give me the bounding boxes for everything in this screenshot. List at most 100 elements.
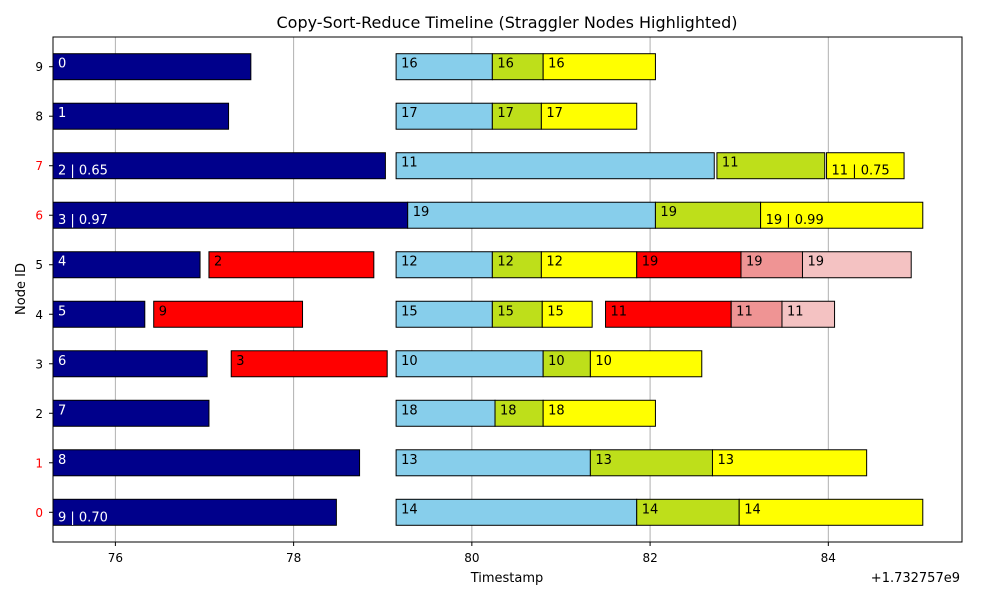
bar-label: 14 [401, 502, 418, 517]
bar-copy [52, 102, 230, 130]
bar-label: 9 [159, 304, 167, 319]
bar-sort [395, 399, 496, 427]
bar-label: 16 [548, 57, 565, 72]
bar-label: 19 [807, 255, 824, 270]
bar-label: 15 [497, 304, 514, 319]
bar-sort [395, 498, 638, 526]
bar-label: 1 [58, 106, 66, 121]
y-tick-label: 6 [35, 209, 43, 223]
bar-label: 18 [500, 403, 517, 418]
x-tick-label: 82 [642, 551, 657, 565]
bar-reduce2 [826, 152, 905, 180]
bar-label: 19 [642, 255, 659, 270]
bar-label: 9 | 0.70 [58, 510, 108, 525]
chart-title: Copy-Sort-Reduce Timeline (Straggler Nod… [276, 13, 737, 32]
bars [52, 53, 924, 526]
bar-label: 19 [746, 255, 763, 270]
bar-reduce2 [541, 300, 593, 328]
bar-straggler_copy [153, 300, 304, 328]
x-tick-label: 76 [108, 551, 123, 565]
bar-extra_red [605, 300, 732, 328]
bar-label: 11 [722, 156, 739, 171]
bar-sort [395, 152, 715, 180]
bar-label: 2 | 0.65 [58, 164, 108, 179]
bar-copy [52, 53, 252, 81]
y-tick-label: 1 [35, 456, 43, 470]
y-axis-label: Node ID [14, 263, 29, 315]
bar-sort [395, 449, 591, 477]
bar-extra_pink [781, 300, 836, 328]
y-tick-label: 2 [35, 407, 43, 421]
y-tick-label: 5 [35, 258, 43, 272]
bar-copy [52, 152, 386, 180]
bar-label: 6 [58, 354, 66, 369]
bar-extra_rose [730, 300, 783, 328]
bar-copy [52, 350, 208, 378]
bar-extra_rose [740, 251, 803, 279]
bar-label: 15 [401, 304, 418, 319]
bar-label: 7 [58, 403, 66, 418]
bar-label: 12 [546, 255, 563, 270]
bar-label: 10 [548, 354, 565, 369]
bar-reduce1 [491, 102, 542, 130]
x-tick-label: 80 [464, 551, 479, 565]
bar-label: 3 [236, 354, 244, 369]
bar-sort [395, 300, 493, 328]
bar-label: 12 [497, 255, 514, 270]
bar-copy [52, 201, 409, 229]
bar-label: 11 [401, 156, 418, 171]
bar-label: 10 [595, 354, 612, 369]
bar-reduce2 [542, 399, 656, 427]
bar-copy [52, 251, 201, 279]
bar-reduce2 [589, 350, 703, 378]
bar-reduce2 [540, 102, 638, 130]
bar-sort [395, 53, 493, 81]
bar-label: 16 [497, 57, 514, 72]
bar-copy [52, 399, 210, 427]
bar-copy [52, 449, 361, 477]
bar-reduce2 [711, 449, 868, 477]
bar-label: 14 [744, 502, 761, 517]
bar-copy [52, 498, 337, 526]
bar-reduce1 [494, 399, 544, 427]
bar-sort [395, 251, 493, 279]
bar-label: 17 [401, 106, 418, 121]
bar-label: 11 [736, 304, 753, 319]
bar-label: 8 [58, 453, 66, 468]
bar-label: 3 | 0.97 [58, 213, 108, 228]
bar-label: 19 [660, 205, 677, 220]
y-tick-label: 8 [35, 110, 43, 124]
bar-reduce2 [542, 53, 656, 81]
bar-reduce2 [760, 201, 924, 229]
bar-label: 17 [497, 106, 514, 121]
bar-label: 4 [58, 255, 66, 270]
bar-reduce1 [654, 201, 762, 229]
bar-label: 5 [58, 304, 66, 319]
bar-label: 10 [401, 354, 418, 369]
bar-sort [395, 350, 544, 378]
bar-label: 16 [401, 57, 418, 72]
bar-label: 14 [642, 502, 659, 517]
y-axis-ticks: 0 1 2 3 4 5 6 7 8 9 [35, 60, 53, 520]
plot-frame [52, 36, 963, 543]
x-tick-label: 78 [286, 551, 301, 565]
bar-label: 11 | 0.75 [832, 164, 890, 179]
bar-label: 11 [611, 304, 628, 319]
bar-label: 0 [58, 57, 66, 72]
bar-label: 18 [401, 403, 418, 418]
bar-copy [52, 300, 146, 328]
bar-extra_pink [801, 251, 912, 279]
bar-straggler_copy [230, 350, 388, 378]
bar-reduce1 [491, 300, 543, 328]
y-tick-label: 3 [35, 357, 43, 371]
bar-label: 15 [547, 304, 564, 319]
bar-label: 12 [401, 255, 418, 270]
y-tick-label: 7 [35, 159, 43, 173]
bar-reduce2 [738, 498, 924, 526]
x-offset-label: +1.732757e9 [871, 571, 960, 586]
y-tick-label: 9 [35, 60, 43, 74]
x-axis-ticks: 76 78 80 82 84 [108, 542, 836, 565]
bar-label: 17 [546, 106, 563, 121]
bar-reduce1 [636, 498, 740, 526]
